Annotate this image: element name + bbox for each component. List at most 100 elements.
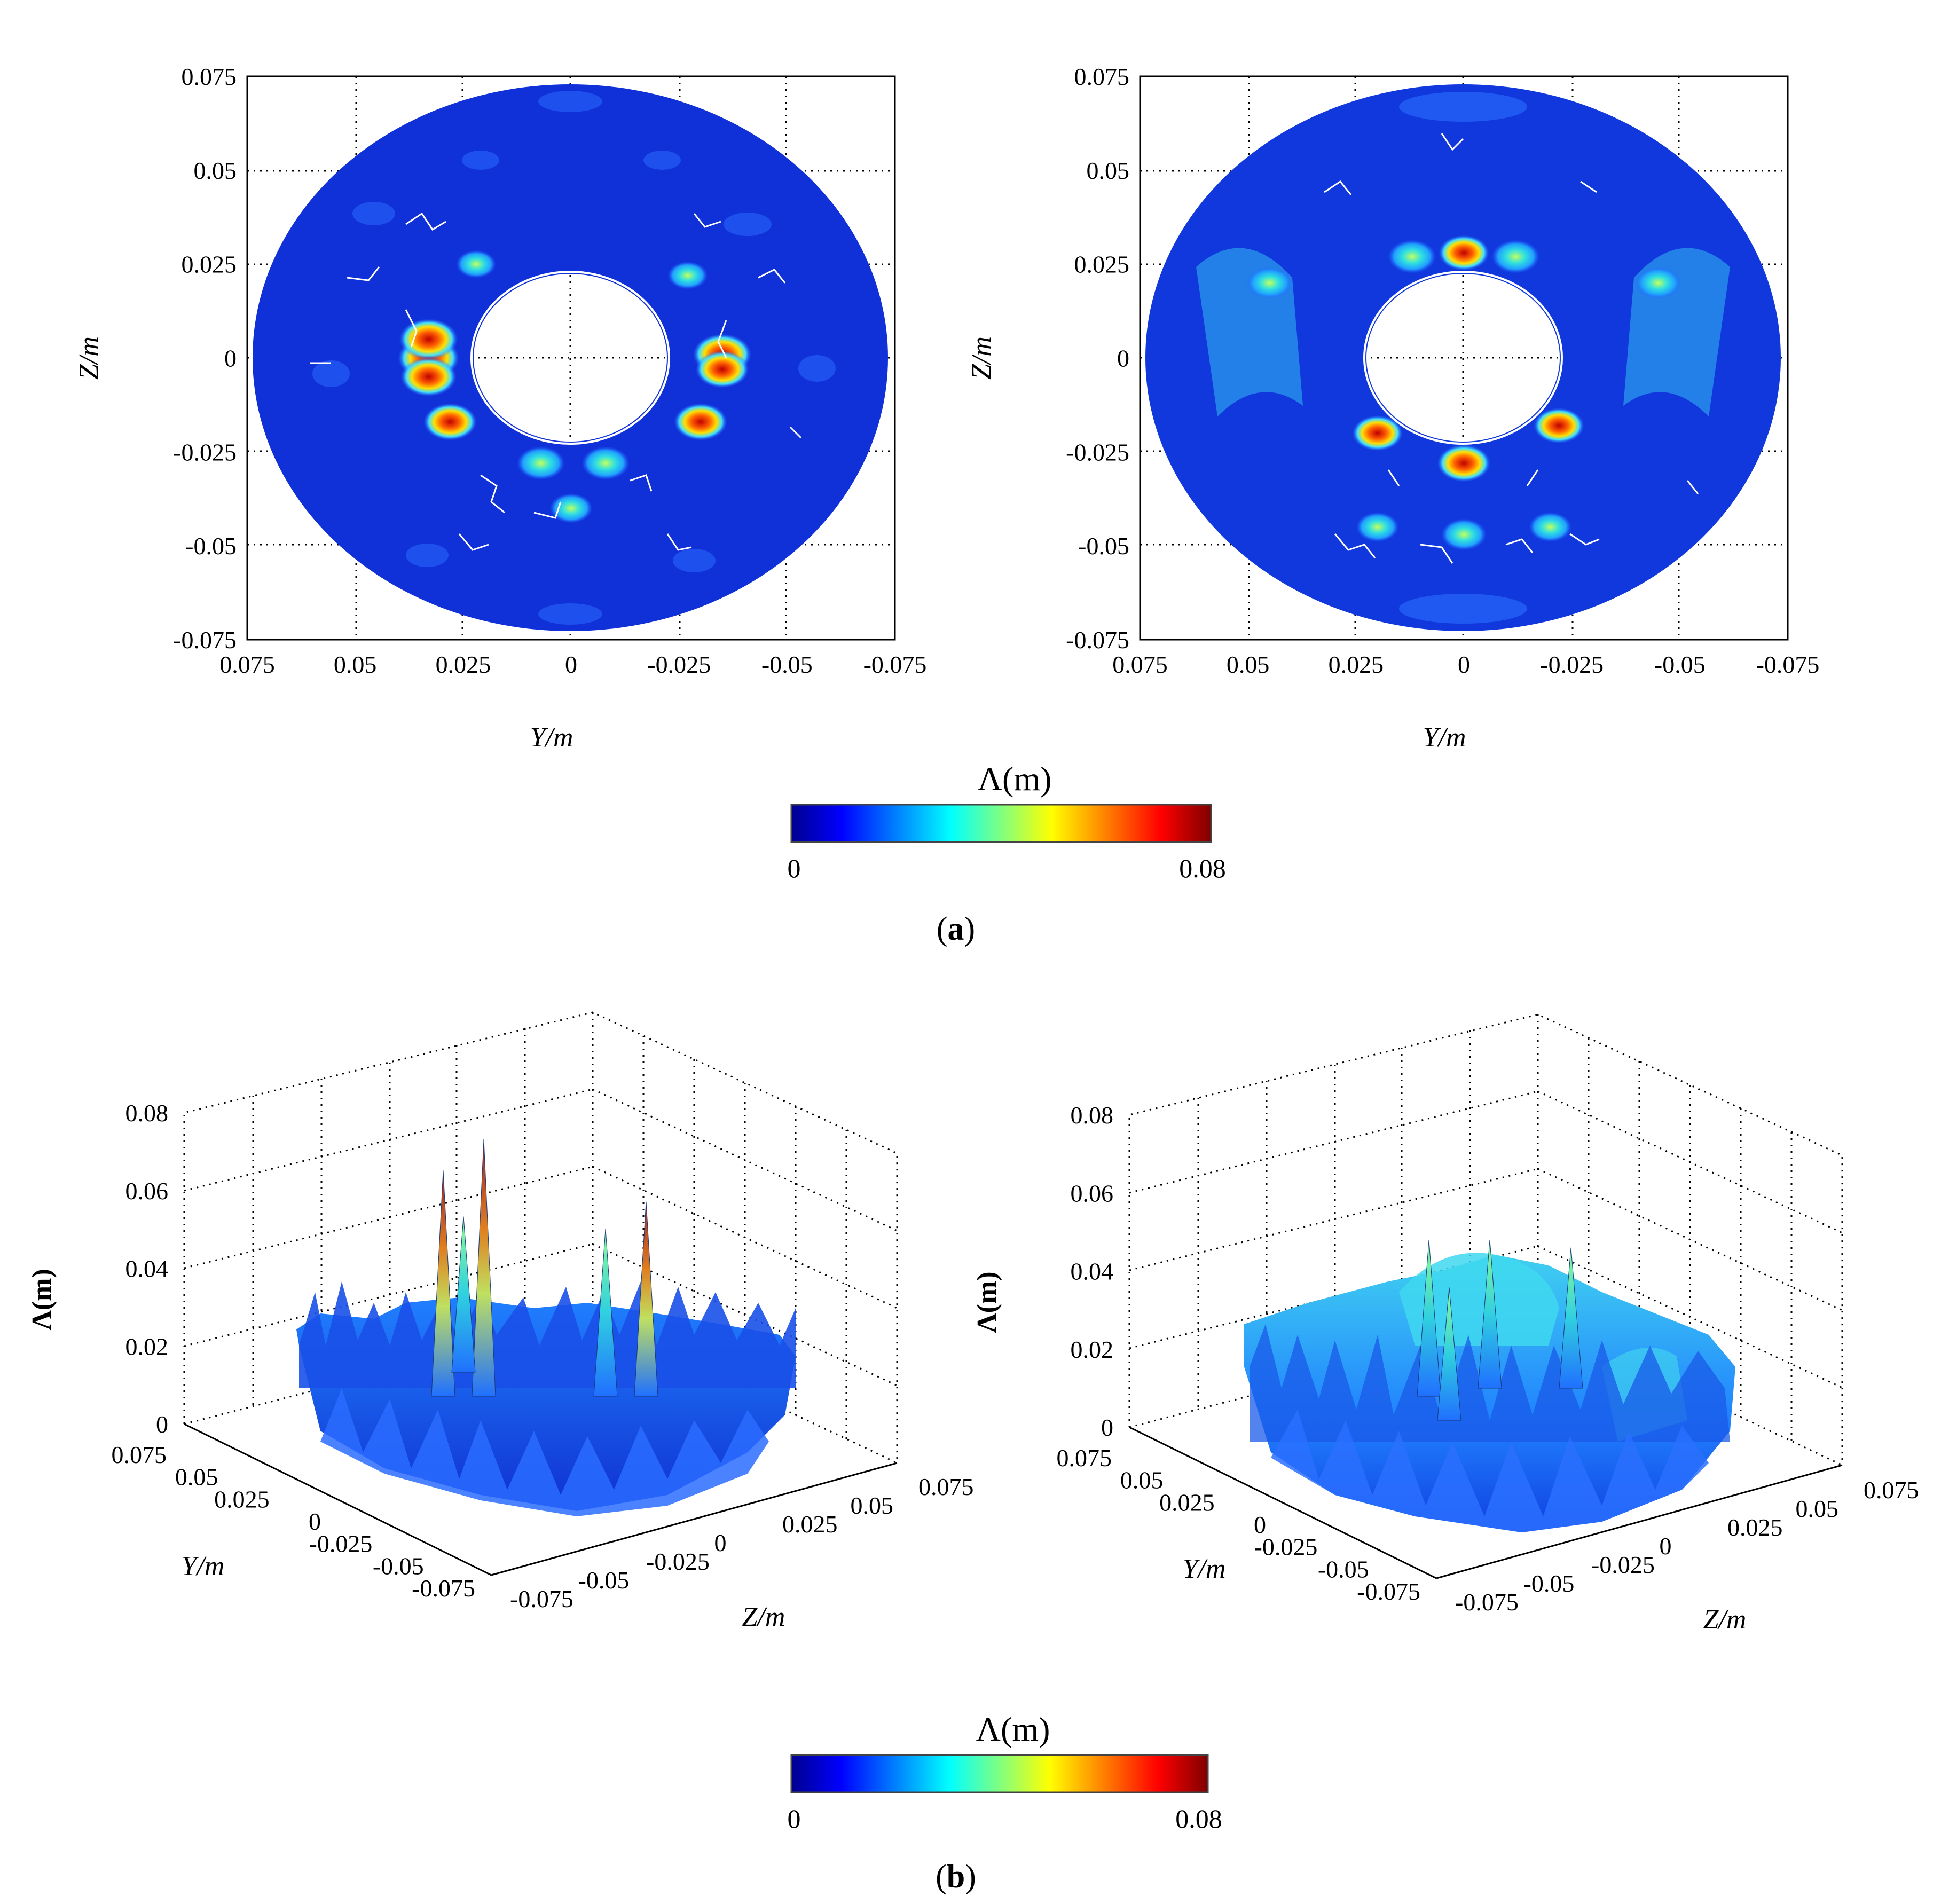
y-tick-label: 0: [309, 1508, 321, 1535]
surface: [1244, 1240, 1735, 1532]
y-tick-label: 0.025: [214, 1485, 270, 1513]
surface-peak: [1478, 1240, 1502, 1389]
vertical-tick-label: 0.04: [1071, 1258, 1114, 1285]
hotspot: [1437, 444, 1491, 482]
colorbar-a: Λ(m) 0 0.08: [788, 760, 1226, 883]
z-tick-label: -0.025: [1591, 1551, 1655, 1578]
hotspot: [695, 350, 749, 388]
hotspot: [1441, 518, 1487, 550]
y-tick-label: -0.075: [1066, 626, 1129, 654]
x-tick-label: 0: [565, 651, 577, 678]
x-axis-label: Y/m: [1423, 722, 1466, 753]
colorbar-a-gradient: [790, 804, 1212, 843]
panel-a-left: 0.075 0.05 0.025 0 -0.025 -0.05 -0.075 0.075 0.0…: [74, 63, 926, 753]
y-tick-label: -0.05: [185, 532, 237, 560]
hotspot: [667, 261, 708, 290]
z-tick-label: 0: [1660, 1532, 1672, 1560]
hotspot: [1533, 407, 1584, 444]
y-tick-label: -0.025: [1254, 1533, 1318, 1561]
z-tick-label: 0.025: [1727, 1514, 1783, 1541]
y-tick-label: 0.05: [1087, 157, 1130, 184]
colorbar-a-min: 0: [788, 853, 801, 883]
x-tick-label: -0.025: [1540, 651, 1604, 678]
surface-peak: [472, 1139, 496, 1397]
vertical-tick-label: 0: [156, 1411, 168, 1438]
y-tick-label: -0.025: [309, 1530, 373, 1557]
vertical-tick-label: 0.08: [125, 1099, 169, 1127]
colorbar-a-label: Λ(m): [978, 760, 1052, 798]
vertical-tick-label: 0.02: [125, 1333, 169, 1360]
surface-peak: [593, 1229, 618, 1397]
y-tick-label: 0.05: [1120, 1467, 1164, 1494]
hotspot: [549, 493, 593, 523]
vertical-tick-label: 0.02: [1071, 1336, 1114, 1363]
surface: [296, 1139, 796, 1516]
panel-a-right: 0.075 0.05 0.025 0 -0.025 -0.05 -0.0750.0750.0…: [966, 63, 1819, 753]
heatmap-hotspots: [398, 250, 752, 523]
y-tick-label: 0.075: [112, 1441, 167, 1468]
hotspot: [1352, 415, 1403, 451]
panel-b-left: 00.020.040.060.08Λ(m)0.0750.050.0250-0.0…: [27, 1011, 974, 1632]
vertical-tick-label: 0: [1101, 1414, 1113, 1441]
z-axis-label: Z/m: [1703, 1604, 1747, 1635]
hotspot: [1247, 267, 1293, 299]
hotspot: [1529, 512, 1572, 542]
colorbar-b: Λ(m) 0 0.08: [788, 1710, 1222, 1834]
surface-peak: [1559, 1247, 1583, 1389]
vertical-tick-label: 0.04: [125, 1255, 169, 1283]
surface-peaks: [1417, 1240, 1583, 1421]
hotspot: [1635, 267, 1681, 299]
y-tick-label: 0.075: [182, 63, 237, 90]
x-tick-label: 0.05: [1227, 651, 1270, 678]
x-tick-label: -0.075: [1756, 651, 1820, 678]
y-tick-label: 0.025: [182, 251, 237, 278]
contour-lines: [310, 212, 802, 551]
y-axis-line: [184, 1423, 492, 1576]
colorbar-b-min: 0: [788, 1804, 801, 1834]
vertical-tick-label: 0.08: [1071, 1102, 1114, 1129]
z-axis-line: [491, 1462, 898, 1576]
y-tick-label: 0.025: [1074, 251, 1130, 278]
hotspot: [674, 403, 728, 441]
y-axis-label: Z/m: [74, 336, 104, 380]
y-tick-label: -0.05: [373, 1552, 424, 1579]
hotspot: [456, 250, 497, 278]
surface-peak: [1417, 1240, 1441, 1397]
y-tick-label: 0.05: [175, 1464, 218, 1491]
y-tick-label: 0.025: [1159, 1489, 1215, 1516]
y-tick-label: -0.025: [173, 438, 237, 466]
x-tick-label: 0.05: [334, 651, 377, 678]
z-tick-label: 0.05: [1796, 1495, 1839, 1522]
surface-peak: [634, 1201, 658, 1397]
hotspot: [423, 403, 477, 441]
y-tick-label: 0: [1254, 1511, 1266, 1538]
surface-peak: [431, 1170, 455, 1397]
vertical-tick-label: 0.06: [125, 1177, 169, 1205]
heatmap-field: [247, 76, 895, 640]
y-tick-label: 0: [1117, 345, 1129, 372]
colorbar-b-max: 0.08: [1175, 1804, 1222, 1834]
surface-peak: [451, 1216, 476, 1373]
z-tick-label: 0.075: [918, 1473, 974, 1500]
surface-peak: [1437, 1287, 1461, 1421]
y-tick-label: 0.075: [1057, 1444, 1112, 1472]
panel-b-right: 00.020.040.060.08Λ(m)0.0750.050.0250-0.0…: [972, 1013, 1919, 1635]
z-tick-label: 0.05: [851, 1492, 894, 1519]
y-tick-label: -0.075: [1357, 1578, 1420, 1605]
caption-b: (b): [936, 1859, 976, 1895]
hotspot: [400, 357, 457, 397]
vertical-tick-label: 0.06: [1071, 1179, 1114, 1207]
x-tick-label: 0.025: [436, 651, 491, 678]
hotspot: [516, 446, 565, 480]
heatmap-hotspots: [1247, 235, 1681, 550]
hotspot: [1356, 512, 1399, 542]
y-axis-label: Y/m: [182, 1551, 225, 1582]
x-tick-label: 0.075: [219, 651, 275, 678]
y-tick-label: -0.075: [412, 1575, 475, 1602]
x-tick-label: -0.075: [863, 651, 927, 678]
x-tick-label: -0.05: [761, 651, 813, 678]
hotspot: [1439, 235, 1489, 271]
caption-a: (a): [937, 911, 975, 947]
x-tick-label: 0.075: [1112, 651, 1168, 678]
